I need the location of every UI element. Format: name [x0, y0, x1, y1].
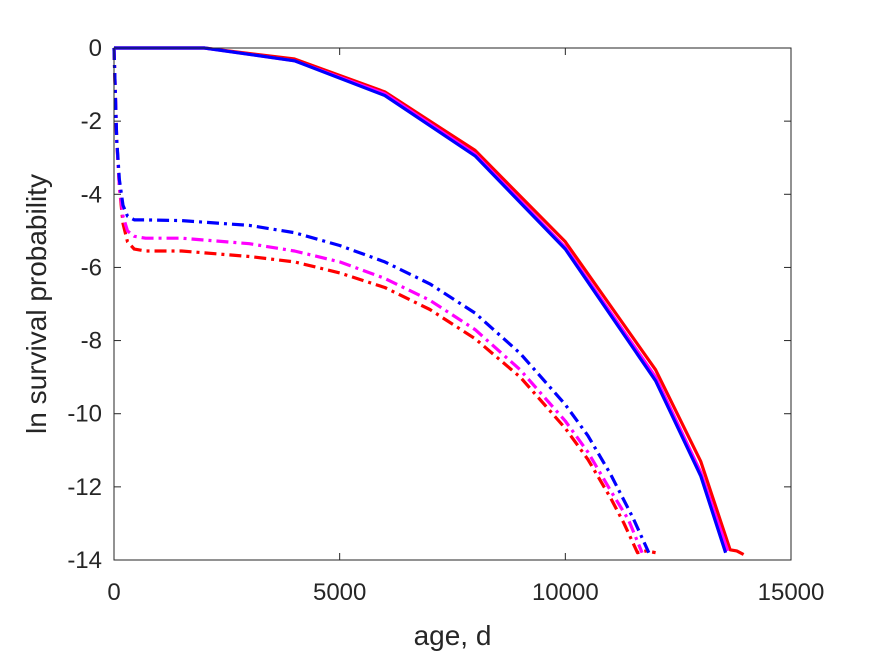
- y-tick-label: -2: [81, 108, 102, 135]
- y-tick-label: -10: [67, 401, 102, 428]
- y-tick-label: 0: [89, 35, 102, 62]
- y-tick-label: -14: [67, 547, 102, 574]
- y-tick-label: -8: [81, 328, 102, 355]
- axes-box: [113, 47, 792, 561]
- x-axis-label: age, d: [414, 620, 492, 651]
- y-axis-label: ln survival probability: [21, 174, 52, 434]
- series-line-5: [112, 47, 644, 554]
- tick-layer: 0 5000 10000 15000 0 -2 -4 -6 -8 -10 -12 -14: [67, 35, 824, 606]
- x-tick-label: 5000: [313, 579, 366, 606]
- series-line-3: [114, 46, 728, 554]
- y-tick-label: -12: [67, 474, 102, 501]
- y-tick-label: -6: [81, 254, 102, 281]
- series-line-6: [112, 47, 651, 554]
- series-line-4: [112, 47, 656, 555]
- x-tick-label: 15000: [758, 579, 825, 606]
- x-tick-label: 0: [107, 579, 120, 606]
- x-tick-label: 10000: [532, 579, 599, 606]
- y-tick-label: -4: [81, 181, 102, 208]
- series-layer: [112, 46, 745, 556]
